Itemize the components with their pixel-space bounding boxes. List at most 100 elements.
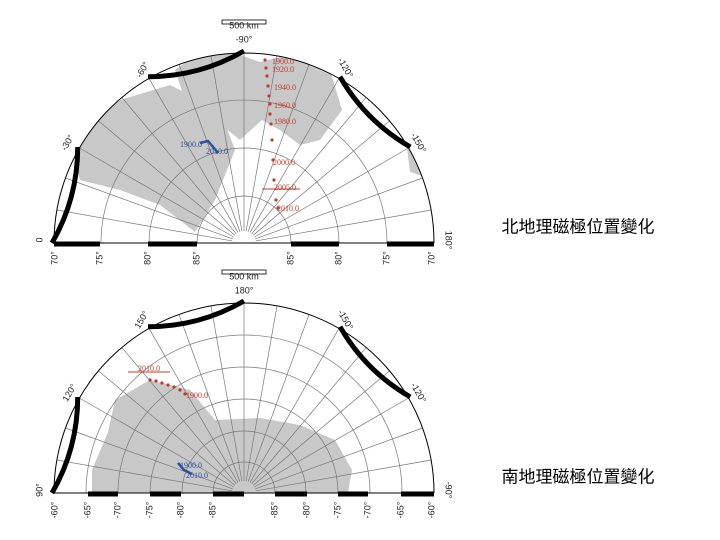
meridian	[65, 427, 233, 490]
longitude-label: -120°	[336, 56, 356, 80]
pole-year: 2010.0	[277, 204, 299, 213]
frame-segment	[147, 48, 246, 80]
frame-segment	[337, 75, 412, 150]
longitude-label: 90°	[34, 483, 44, 497]
pole-year: 1900.0	[186, 391, 208, 400]
meridian	[79, 397, 234, 488]
meridian	[178, 314, 241, 482]
latitude-label: -80°	[301, 501, 311, 518]
latitude-label: -85°	[269, 501, 279, 518]
pole-year: 1900.0	[272, 57, 294, 66]
frame-segment	[49, 396, 81, 495]
meridian	[251, 347, 367, 485]
track-dot	[166, 383, 170, 387]
track-dot	[267, 94, 271, 98]
latitude-label: 70°	[49, 251, 59, 265]
meridian	[255, 459, 432, 492]
latitude-label: 85°	[285, 251, 295, 265]
latitude-label: -85°	[207, 501, 217, 518]
track-dot	[269, 122, 273, 126]
meridian	[247, 64, 310, 232]
track-dot	[172, 385, 176, 389]
pole-year: 1920.0	[272, 65, 294, 74]
track-dot	[264, 66, 268, 70]
pole-year: 1900.0	[180, 461, 202, 470]
pole-tracks	[128, 58, 300, 476]
track-dot	[266, 84, 270, 88]
track-dot	[154, 379, 158, 383]
top-label: 180°	[235, 285, 254, 295]
pole-year: 2010.0	[138, 364, 160, 373]
pole-year: 2005.0	[274, 183, 296, 192]
track	[177, 462, 193, 476]
longitude-label: -120°	[409, 381, 429, 405]
meridian	[249, 78, 340, 233]
scale-label: 500 km	[229, 20, 259, 30]
meridian	[245, 305, 278, 482]
latitude-label: 70°	[426, 251, 436, 265]
latitude-label: 80°	[142, 251, 152, 265]
meridian	[252, 370, 390, 486]
latitude-label: 85°	[191, 251, 201, 265]
meridian	[121, 97, 237, 235]
meridian	[255, 209, 432, 242]
south-land	[92, 380, 352, 493]
top-label: -90°	[236, 34, 253, 44]
pole-year: 2010.0	[186, 471, 208, 480]
latitude-label: -75°	[332, 501, 342, 518]
pole-year: 1900.0	[180, 140, 202, 149]
track-dot	[148, 378, 152, 382]
meridian	[121, 347, 237, 485]
meridian	[210, 305, 243, 482]
longitude-label: -30°	[59, 133, 76, 153]
scale-label: 500 km	[229, 271, 259, 281]
latitude-label: -60°	[49, 501, 59, 518]
latitude-label: -60°	[426, 501, 436, 518]
track-dot	[160, 381, 164, 385]
meridian	[245, 55, 278, 232]
meridian	[148, 78, 239, 233]
longitude-label: 150°	[132, 309, 150, 330]
longitude-label: -150°	[409, 131, 429, 155]
meridian	[56, 209, 233, 242]
track-dot	[265, 74, 269, 78]
track-dot	[263, 58, 267, 62]
meridian	[247, 314, 310, 482]
track-dot	[268, 102, 272, 106]
frame-segment	[49, 146, 81, 245]
latitude-label: 80°	[333, 251, 343, 265]
longitude-label: 180°	[444, 231, 454, 250]
pole-year: 1980.0	[274, 117, 296, 126]
frame-segment	[147, 298, 246, 330]
track-dot	[274, 198, 278, 202]
latitude-label: 75°	[94, 251, 104, 265]
meridian	[254, 147, 409, 238]
track-dot	[268, 112, 272, 116]
scale-bar	[221, 269, 267, 275]
meridian	[252, 120, 390, 236]
latitude-label: -75°	[144, 501, 154, 518]
frame-segment	[337, 325, 412, 400]
latitude-label: -70°	[362, 501, 372, 518]
pole-year: 2010.0	[206, 147, 228, 156]
pole-year: 1960.0	[274, 101, 296, 110]
meridian	[249, 328, 340, 483]
latitude-label: -70°	[112, 501, 122, 518]
graticule	[49, 19, 435, 497]
latitude-label: -65°	[82, 501, 92, 518]
track	[199, 139, 219, 154]
meridian	[65, 177, 233, 240]
meridian	[255, 177, 423, 240]
track-dot	[270, 138, 274, 142]
meridian	[254, 397, 409, 488]
latitude-label: -65°	[395, 501, 405, 518]
meridian	[178, 64, 241, 232]
caption: 北地理磁極位置變化	[502, 218, 655, 238]
meridian	[79, 147, 234, 238]
meridian	[98, 120, 236, 236]
meridian	[98, 370, 236, 486]
meridian	[148, 328, 239, 483]
track-dot	[272, 178, 276, 182]
scale-bar	[221, 19, 267, 25]
